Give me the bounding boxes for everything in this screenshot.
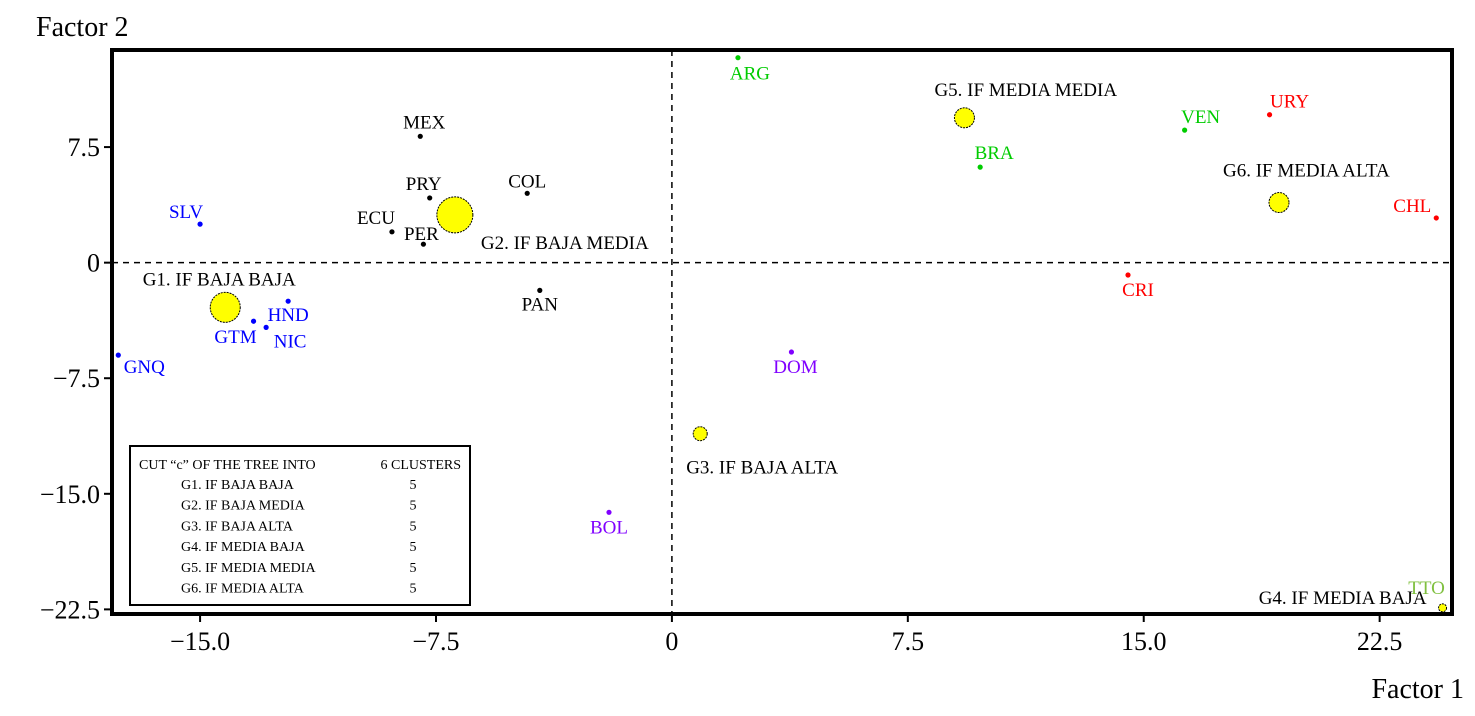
centroid-g5 [953,107,975,129]
legend-row-label: G4. IF MEDIA BAJA [181,540,306,555]
centroid-label: G5. IF MEDIA MEDIA [934,80,1117,101]
point-pry [427,195,433,201]
point-hnd [285,298,291,304]
point-ven [1182,127,1188,133]
point-per [420,241,427,247]
point-label: CRI [1122,280,1154,301]
centroid-label: G1. IF BAJA BAJA [143,269,296,290]
point-pan [537,287,543,293]
y-tick-label: −22.5 [40,595,100,624]
point-gnq [115,352,121,358]
legend-row-value: 5 [410,540,417,555]
centroid-g2 [436,196,474,234]
legend-row-label: G6. IF MEDIA ALTA [181,582,305,597]
point-arg [735,55,741,61]
centroid-g1 [209,291,241,323]
y-tick-label: 7.5 [68,133,101,162]
y-tick-label: 0 [87,249,100,278]
x-tick-label: 0 [665,627,678,656]
point-label: PRY [406,174,442,195]
point-gtm [250,318,257,324]
point-label: COL [508,171,546,192]
point-label: BOL [590,517,628,538]
legend-header-left: CUT “c” OF THE TREE INTO [139,458,316,473]
x-tick-label: 15.0 [1121,627,1167,656]
centroid-g6 [1268,192,1290,214]
point-label: MEX [403,112,446,133]
point-label: HND [268,305,309,326]
centroid-label: G2. IF BAJA MEDIA [481,233,649,254]
x-tick-label: −15.0 [170,627,230,656]
x-tick-label: 7.5 [892,627,925,656]
x-tick-label: 22.5 [1357,627,1403,656]
legend-row-value: 5 [410,582,417,597]
point-mex [417,133,423,139]
point-label: DOM [773,357,817,378]
point-label: ECU [357,208,395,229]
legend-row-value: 5 [410,478,417,493]
point-label: SLV [169,202,203,223]
y-tick-label: −15.0 [40,480,100,509]
legend: CUT “c” OF THE TREE INTO 6 CLUSTERS G1. IF… [129,445,471,606]
legend-row-label: G5. IF MEDIA MEDIA [181,561,316,576]
point-label: CHL [1393,196,1431,217]
y-axis-label: Factor 2 [36,12,129,43]
point-label: PER [404,224,439,245]
x-axis-label: Factor 1 [1371,674,1464,705]
x-tick-label: −7.5 [412,627,459,656]
legend-row-label: G3. IF BAJA ALTA [181,519,294,534]
centroid-label: G4. IF MEDIA BAJA [1259,588,1427,609]
legend-header-right: 6 CLUSTERS [380,458,461,473]
point-ecu [389,229,395,235]
legend-row-label: G2. IF BAJA MEDIA [181,499,306,514]
point-label: TTO [1408,578,1445,599]
y-tick-label: −7.5 [53,364,100,393]
point-label: URY [1270,92,1309,113]
point-cri [1125,272,1131,278]
centroid-g4 [1438,603,1448,613]
plot-frame [110,48,1454,616]
point-col [524,190,530,196]
point-label: ARG [730,64,770,85]
point-chl [1433,215,1439,221]
legend-row-value: 5 [410,499,417,514]
legend-row-value: 5 [410,519,417,534]
point-label: NIC [274,331,307,352]
point-dom [788,349,795,355]
point-bol [606,509,612,515]
point-nic [263,324,269,330]
point-ury [1266,112,1273,118]
legend-row-value: 5 [410,561,417,576]
point-bra [977,164,983,170]
point-label: BRA [975,143,1014,164]
point-label: GNQ [124,357,165,378]
point-label: VEN [1181,107,1220,128]
point-label: GTM [214,327,256,348]
centroid-label: G6. IF MEDIA ALTA [1223,161,1390,182]
legend-box [129,445,471,606]
point-slv [197,221,203,227]
legend-row-label: G1. IF BAJA BAJA [181,478,295,493]
point-label: PAN [522,294,559,315]
centroid-label: G3. IF BAJA ALTA [686,458,838,479]
centroid-g3 [692,426,708,442]
